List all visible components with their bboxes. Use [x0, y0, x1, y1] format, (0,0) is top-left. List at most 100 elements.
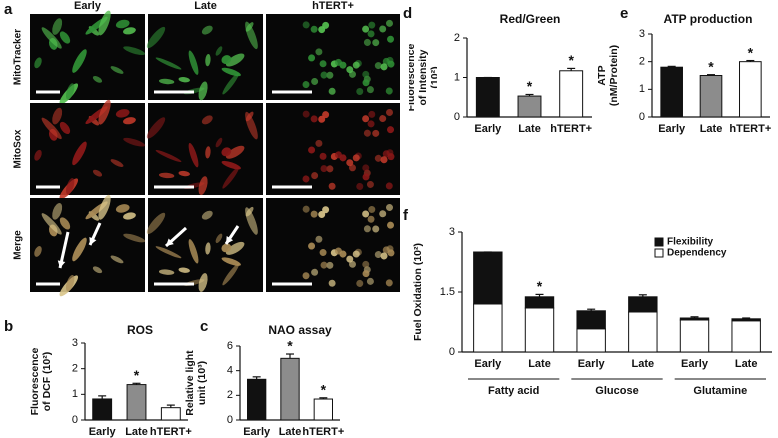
cell — [352, 154, 360, 162]
cell — [215, 46, 223, 56]
cell — [222, 166, 240, 189]
y-axis-label-box: Fuel Oxidation (10²) — [412, 243, 424, 341]
cell — [362, 260, 370, 268]
cell — [158, 78, 175, 85]
column-header: Late — [194, 0, 217, 12]
bar — [699, 75, 723, 118]
arrow-head — [226, 236, 234, 244]
legend-label: Flexibility — [667, 237, 714, 248]
cell — [315, 48, 323, 56]
cell — [385, 279, 393, 287]
cell — [221, 243, 232, 253]
cell — [92, 169, 103, 177]
x-tick-label: Late — [528, 358, 551, 370]
cell — [123, 212, 136, 220]
bar-segment — [473, 303, 503, 353]
legend-label: Dependency — [667, 248, 727, 259]
micrograph-image — [266, 198, 400, 292]
cell — [245, 111, 258, 140]
cell — [72, 141, 87, 166]
group-label: Glucose — [595, 385, 638, 397]
cell — [92, 266, 103, 274]
cell — [367, 30, 375, 38]
cell — [372, 39, 380, 47]
chart-title: ROS — [127, 323, 153, 337]
micrograph-image — [266, 14, 400, 100]
bar — [517, 95, 542, 118]
cell — [387, 126, 395, 134]
cell — [374, 154, 382, 162]
cell — [386, 56, 394, 64]
x-tick-label: Late — [700, 123, 723, 135]
y-tick-label: 0 — [454, 111, 460, 123]
row-label: Merge — [13, 230, 24, 260]
cell — [201, 210, 213, 220]
legend-swatch — [654, 237, 664, 247]
x-tick-label: hTERT+ — [150, 426, 192, 438]
cell — [380, 252, 388, 260]
cell — [328, 279, 336, 287]
panel-letter: b — [4, 318, 13, 335]
cell — [367, 120, 375, 128]
cell — [178, 77, 190, 83]
cell — [302, 272, 310, 280]
cell — [315, 139, 323, 147]
y-tick-label: 3 — [639, 28, 645, 40]
cell — [205, 146, 211, 159]
cell — [356, 182, 364, 190]
x-tick-label: hTERT+ — [550, 123, 592, 135]
panel-letter: f — [403, 207, 409, 224]
x-tick-label: Early — [658, 123, 686, 135]
cell — [310, 25, 318, 33]
cell — [188, 50, 199, 75]
cell — [110, 159, 124, 167]
cell — [222, 72, 240, 95]
cell — [115, 109, 130, 118]
y-axis-label: ATP (nM/Protein) — [596, 44, 620, 107]
y-tick-label: 0 — [227, 414, 233, 426]
cell — [92, 75, 103, 83]
cell — [386, 19, 394, 27]
cell — [386, 149, 394, 157]
cell — [386, 203, 394, 211]
bar-segment — [679, 319, 710, 353]
bar — [280, 357, 300, 421]
panel-letter: d — [403, 5, 412, 22]
x-tick-label: Late — [735, 358, 758, 370]
cell — [308, 54, 316, 62]
cell — [245, 207, 258, 235]
cell — [123, 46, 146, 56]
group-label: Fatty acid — [488, 385, 539, 397]
cell — [385, 182, 393, 190]
y-axis-label-box: Fluorescence of Intensity (10²) — [409, 44, 437, 112]
bar — [247, 378, 267, 421]
y-axis-label-box: Relative light unit (10³) — [184, 350, 208, 415]
cell — [178, 267, 190, 273]
cell — [362, 25, 370, 33]
cell — [318, 211, 326, 219]
bar — [126, 384, 147, 421]
cell — [52, 202, 63, 220]
cell — [387, 221, 395, 229]
y-tick-label: 1 — [454, 71, 460, 83]
cell — [146, 117, 166, 139]
cell — [374, 251, 382, 259]
cell — [368, 205, 376, 213]
cell — [178, 170, 190, 177]
cell — [72, 237, 87, 262]
cell — [387, 35, 395, 43]
cell — [362, 270, 370, 278]
x-tick-label: Late — [632, 358, 655, 370]
bar-segment — [473, 251, 503, 305]
panel-letter: a — [4, 1, 13, 18]
cell — [302, 110, 310, 118]
x-tick-label: Late — [518, 123, 541, 135]
cell — [310, 210, 318, 218]
cell — [366, 180, 374, 188]
bar-segment — [628, 311, 658, 353]
arrow-head — [89, 237, 97, 245]
cell — [386, 245, 394, 253]
arrow-head — [166, 238, 174, 246]
bar-segment — [524, 296, 555, 309]
cell — [368, 110, 376, 118]
